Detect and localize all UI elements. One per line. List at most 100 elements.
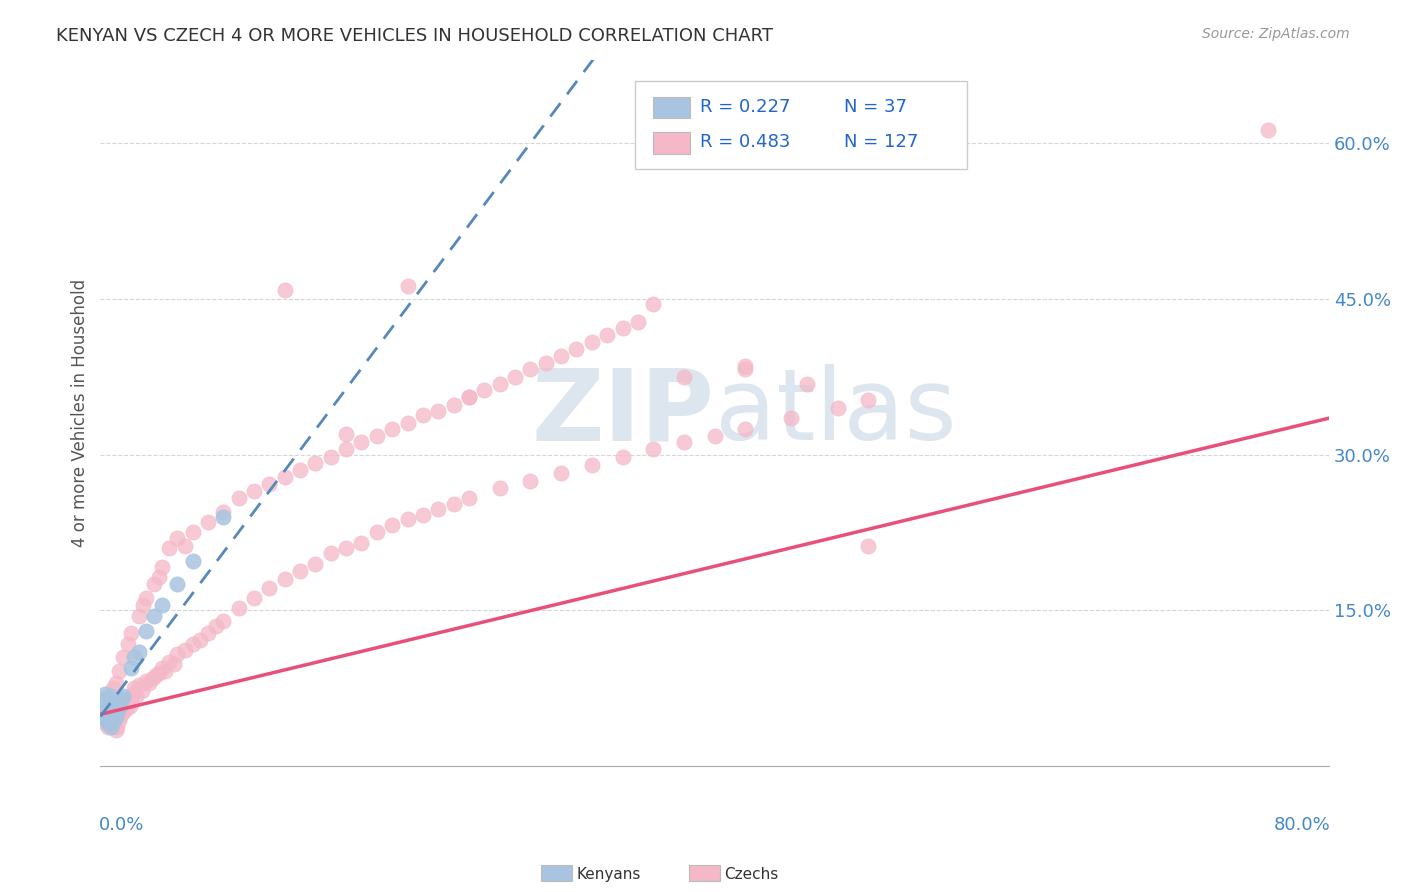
- Point: [98, 689, 121, 703]
- Point: [131, 684, 153, 698]
- Point: [98, 702, 121, 716]
- Point: [104, 676, 127, 690]
- Point: [780, 411, 803, 425]
- Point: [101, 699, 124, 714]
- Point: [197, 515, 219, 529]
- Text: N = 127: N = 127: [844, 133, 918, 152]
- Point: [858, 539, 880, 553]
- Point: [100, 697, 122, 711]
- Text: atlas: atlas: [714, 365, 956, 461]
- Point: [672, 369, 695, 384]
- Point: [273, 572, 295, 586]
- Point: [427, 501, 450, 516]
- Point: [103, 713, 125, 727]
- Text: Kenyans: Kenyans: [576, 867, 641, 881]
- Point: [90, 699, 112, 714]
- Point: [96, 706, 118, 720]
- Point: [114, 697, 136, 711]
- Point: [103, 709, 125, 723]
- Point: [105, 706, 128, 720]
- Point: [110, 709, 132, 723]
- Point: [150, 599, 173, 613]
- Point: [159, 541, 181, 555]
- Point: [93, 691, 115, 706]
- Point: [228, 601, 250, 615]
- Point: [117, 637, 139, 651]
- Point: [581, 458, 603, 472]
- Point: [135, 591, 157, 605]
- Point: [120, 626, 142, 640]
- Point: [643, 442, 665, 457]
- Point: [135, 624, 157, 639]
- Point: [565, 342, 588, 356]
- Point: [458, 390, 481, 404]
- Point: [103, 697, 125, 711]
- Point: [98, 697, 121, 711]
- Point: [97, 720, 120, 734]
- Point: [107, 713, 129, 727]
- Point: [581, 335, 603, 350]
- Point: [273, 283, 295, 297]
- Point: [458, 491, 481, 506]
- Point: [107, 695, 129, 709]
- Point: [97, 706, 120, 720]
- Point: [100, 699, 122, 714]
- Point: [107, 697, 129, 711]
- FancyBboxPatch shape: [636, 81, 966, 169]
- Point: [827, 401, 849, 415]
- Point: [488, 376, 510, 391]
- Point: [304, 557, 326, 571]
- Point: [148, 570, 170, 584]
- Point: [366, 525, 388, 540]
- Point: [412, 408, 434, 422]
- Point: [159, 656, 181, 670]
- Point: [396, 417, 419, 431]
- Point: [197, 626, 219, 640]
- Text: N = 37: N = 37: [844, 98, 907, 116]
- Point: [93, 707, 115, 722]
- Point: [97, 715, 120, 730]
- Point: [132, 599, 155, 613]
- Point: [204, 619, 226, 633]
- Point: [121, 687, 143, 701]
- Point: [142, 671, 165, 685]
- Point: [396, 512, 419, 526]
- Point: [101, 706, 124, 720]
- Point: [94, 697, 117, 711]
- Point: [100, 707, 122, 722]
- Point: [381, 518, 404, 533]
- Point: [105, 720, 128, 734]
- Point: [104, 709, 127, 723]
- Point: [288, 463, 311, 477]
- Point: [443, 398, 465, 412]
- Point: [643, 297, 665, 311]
- Point: [143, 577, 166, 591]
- Point: [273, 470, 295, 484]
- Text: R = 0.483: R = 0.483: [700, 133, 790, 152]
- Point: [100, 702, 122, 716]
- Point: [396, 279, 419, 293]
- Point: [350, 435, 373, 450]
- Text: Source: ZipAtlas.com: Source: ZipAtlas.com: [1202, 27, 1350, 41]
- Text: 80.0%: 80.0%: [1274, 816, 1330, 834]
- Point: [173, 643, 195, 657]
- Point: [212, 505, 235, 519]
- Point: [128, 645, 150, 659]
- Point: [93, 691, 115, 706]
- Point: [94, 687, 117, 701]
- Point: [96, 699, 118, 714]
- Point: [97, 699, 120, 714]
- Point: [104, 702, 127, 716]
- Point: [734, 359, 756, 374]
- Point: [104, 723, 127, 737]
- Point: [181, 637, 204, 651]
- Point: [703, 429, 725, 443]
- Point: [288, 564, 311, 578]
- Point: [627, 314, 650, 328]
- Point: [734, 421, 756, 435]
- Point: [243, 483, 266, 498]
- Point: [148, 665, 170, 680]
- Point: [458, 390, 481, 404]
- Point: [138, 676, 160, 690]
- Text: 0.0%: 0.0%: [98, 816, 145, 834]
